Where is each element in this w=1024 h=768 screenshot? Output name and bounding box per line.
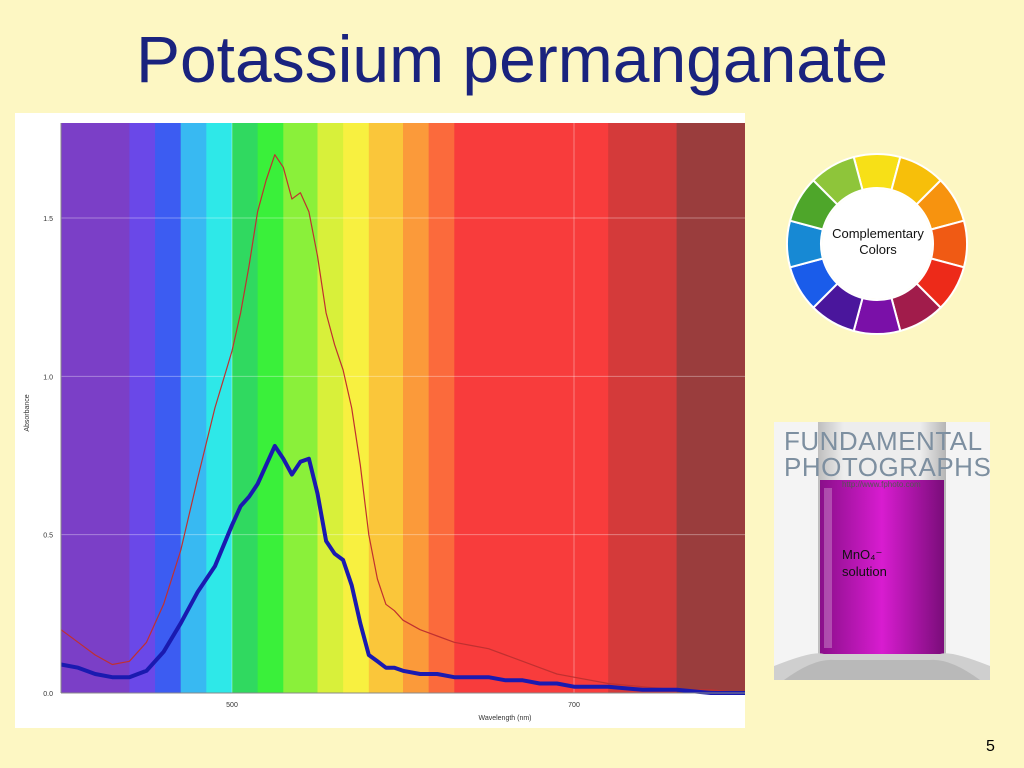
solution-formula: MnO₄⁻ <box>842 547 883 562</box>
permanganate-solution-photo: FUNDAMENTAL PHOTOGRAPHS http://www.fphot… <box>774 422 990 680</box>
y-tick-label: 0.0 <box>43 691 53 698</box>
series-line-1 <box>60 154 745 694</box>
watermark-url: http://www.fphoto.com <box>842 480 921 489</box>
color-wheel-center <box>822 189 932 299</box>
spectrum-band-7 <box>283 123 318 693</box>
spectrum-band-11 <box>403 123 430 693</box>
color-wheel-graphic <box>786 153 968 335</box>
y-axis-label: Absorbance <box>24 394 31 431</box>
page-number: 5 <box>986 738 995 755</box>
chart-series <box>60 154 745 695</box>
spectrum-band-2 <box>155 123 182 693</box>
y-tick-label: 1.0 <box>43 374 53 381</box>
watermark-line2: PHOTOGRAPHS <box>784 452 990 482</box>
color-wheel-label-line1: Complementary <box>832 226 924 241</box>
spectrum-band-6 <box>257 123 284 693</box>
color-wheel-label-line2: Colors <box>859 242 897 257</box>
spectrum-band-4 <box>206 123 233 693</box>
spectrum-band-15 <box>676 123 745 693</box>
watermark-line1: FUNDAMENTAL <box>784 426 983 456</box>
x-tick-label: 500 <box>226 702 238 709</box>
spectrum-band-3 <box>180 123 207 693</box>
color-wheel-label: Complementary Colors <box>818 226 938 258</box>
spectrum-band-0 <box>61 123 130 693</box>
y-tick-label: 1.5 <box>43 216 53 223</box>
spectrum-band-13 <box>454 123 609 693</box>
y-tick-label: 0.5 <box>43 533 53 540</box>
solution-liquid <box>820 480 944 656</box>
spectrum-band-8 <box>317 123 344 693</box>
spectrum-band-5 <box>232 123 259 693</box>
spectrum-band-10 <box>368 123 404 693</box>
spectrum-band-14 <box>608 123 678 693</box>
chart-ticks: 0.0 0.5 1.0 1.5 500 700 <box>43 123 745 709</box>
spectrum-band-1 <box>129 123 156 693</box>
solution-label: MnO₄⁻ solution <box>842 546 887 580</box>
complementary-color-wheel <box>785 152 969 341</box>
x-tick-label: 700 <box>568 702 580 709</box>
series-line-2 <box>60 444 745 695</box>
slide-title: Potassium permanganate <box>135 22 889 96</box>
spectrum-bands <box>61 123 745 693</box>
solution-word: solution <box>842 564 887 579</box>
x-axis-label: Wavelength (nm) <box>478 715 531 722</box>
absorbance-chart: 0.0 0.5 1.0 1.5 500 700 Wavelength (nm) Absor… <box>15 113 745 728</box>
color-wheel-segment <box>811 155 864 206</box>
flask-illustration <box>774 422 990 680</box>
spectrum-band-12 <box>428 123 455 693</box>
